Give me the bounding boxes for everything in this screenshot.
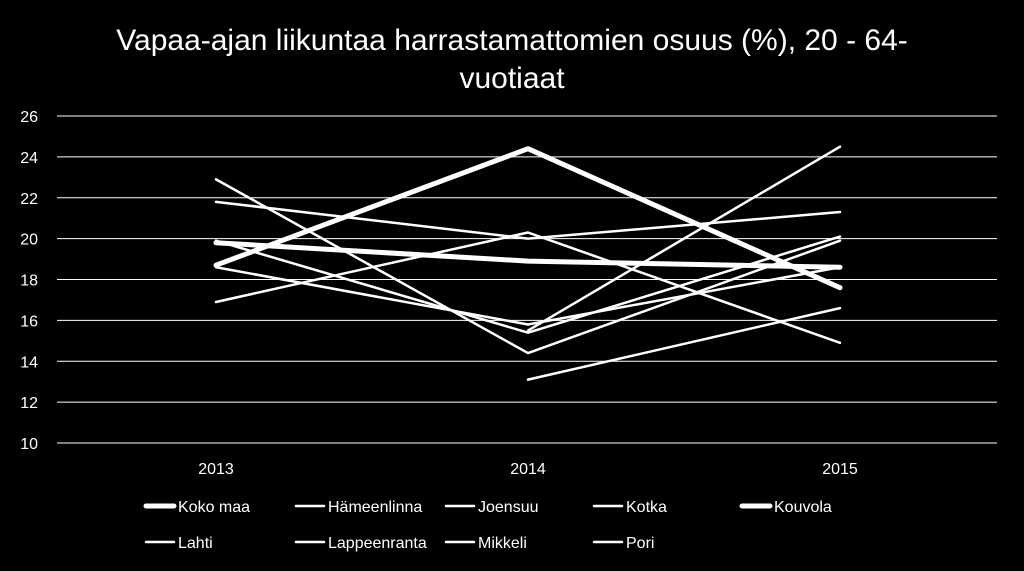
legend-label-pori: Pori: [626, 535, 654, 552]
y-axis-ticks: 10 12 14 16 18 20 22 24 26: [20, 109, 38, 453]
legend-label-joensuu: Joensuu: [478, 499, 539, 516]
legend-label-mikkeli: Mikkeli: [478, 535, 527, 552]
legend-label-kotka: Kotka: [626, 499, 667, 516]
y-tick-label-10: 10: [20, 436, 38, 453]
x-tick-label-2013: 2013: [198, 461, 234, 478]
x-tick-label-2014: 2014: [510, 461, 546, 478]
x-tick-label-2015: 2015: [822, 461, 858, 478]
series-line-pori: [526, 145, 842, 332]
y-tick-label-18: 18: [20, 273, 38, 290]
chart-title-line-1: Vapaa-ajan liikuntaa harrastamattomien o…: [116, 24, 908, 57]
series-line-koko-maa: [213, 240, 843, 270]
gridlines: [57, 115, 997, 444]
y-tick-label-14: 14: [20, 354, 38, 371]
series-line-lahti: [214, 178, 842, 355]
series-line-joensuu: [214, 235, 842, 334]
series-line-mikkeli: [214, 265, 842, 326]
legend: Koko maa Hämeenlinna Joensuu Kotka Kouvola La…: [143, 499, 832, 552]
y-tick-label-22: 22: [20, 191, 38, 208]
legend-label-lahti: Lahti: [178, 535, 213, 552]
series-line-kouvola: [213, 146, 843, 291]
legend-label-kouvola: Kouvola: [774, 499, 832, 516]
chart-title-line-2: vuotiaat: [459, 62, 565, 95]
chart-title: Vapaa-ajan liikuntaa harrastamattomien o…: [0, 22, 1024, 98]
y-tick-label-20: 20: [20, 232, 38, 249]
y-tick-label-26: 26: [20, 109, 38, 126]
series-lines: [213, 145, 843, 381]
series-line-lappeenranta: [526, 306, 842, 381]
legend-label-lappeenranta: Lappeenranta: [328, 535, 427, 552]
series-line-h-meenlinna: [214, 200, 842, 240]
y-tick-label-12: 12: [20, 395, 38, 412]
x-axis-ticks: 2013 2014 2015: [198, 461, 858, 478]
y-tick-label-24: 24: [20, 150, 38, 167]
series-line-kotka: [214, 231, 842, 345]
legend-label-h-meenlinna: Hämeenlinna: [328, 499, 422, 516]
y-tick-label-16: 16: [20, 313, 38, 330]
legend-label-koko-maa: Koko maa: [178, 499, 250, 516]
